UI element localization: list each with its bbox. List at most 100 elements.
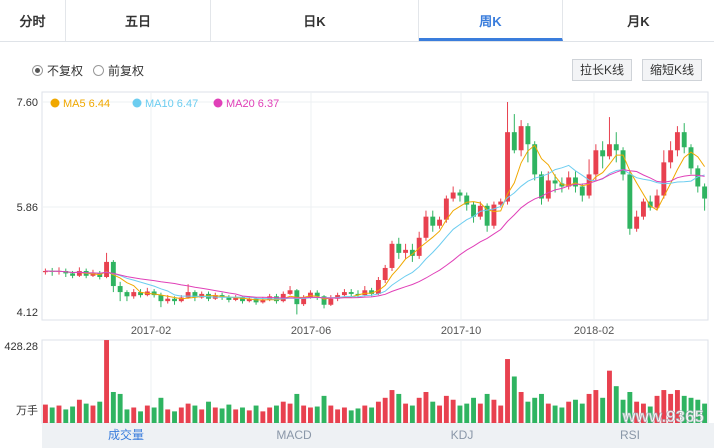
volume-bar [647, 406, 653, 423]
volume-bar [138, 411, 143, 423]
axis-labels: 7.60 5.86 4.12 2017-02 2017-06 2017-10 2018-02… [4, 97, 614, 417]
candle-body [369, 290, 375, 294]
volume-bar [90, 405, 96, 423]
volume-bar [430, 401, 436, 423]
volume-bar [219, 408, 225, 423]
volume-bar [695, 399, 701, 423]
candle-body [450, 192, 456, 199]
candle-body [613, 144, 619, 151]
candle-body [511, 132, 517, 151]
volume-bar [586, 393, 592, 423]
volume-bar [280, 401, 286, 423]
candle-body [124, 292, 130, 297]
volume-bar [178, 407, 184, 423]
tab-volume[interactable]: 成交量 [107, 428, 144, 442]
candle-body [76, 270, 82, 276]
candle-body [545, 180, 551, 199]
legend-label: MA20 6.37 [226, 98, 279, 110]
candle-body [287, 290, 293, 294]
volume-bar [335, 409, 341, 423]
volume-bar [477, 403, 483, 423]
tab-rsi[interactable]: RSI [619, 428, 640, 442]
legend-label: MA10 6.47 [145, 98, 198, 110]
tab-daily-k[interactable]: 日K [211, 0, 419, 41]
candle-body [688, 147, 694, 169]
radio-forward-adjust[interactable]: 前复权 [93, 62, 144, 79]
candle-body [627, 174, 633, 229]
candle-body [491, 204, 497, 226]
volume-bar [593, 390, 599, 423]
volume-bar [70, 406, 76, 423]
candle-body [362, 290, 368, 296]
price-panel-frame [41, 91, 709, 321]
volume-bar [559, 407, 565, 423]
volume-bar [389, 390, 395, 423]
volume-bar [124, 409, 130, 423]
volume-bar [423, 391, 429, 423]
candle-body [607, 144, 612, 157]
volume-bar [83, 403, 89, 423]
tab-kdj[interactable]: KDJ [450, 428, 474, 442]
volume-bar [627, 391, 633, 423]
volume-bar [97, 401, 103, 423]
candle-body [457, 192, 463, 196]
volume-bar [525, 401, 531, 423]
period-tabs: 分时 五日 日K 周K 月K [0, 0, 714, 42]
volume-bar [314, 406, 320, 423]
volume-bar [233, 409, 239, 423]
candle-body [525, 126, 531, 145]
candle-body [403, 249, 409, 253]
candle-body [341, 292, 347, 296]
date-tick-label: 2017-10 [441, 325, 481, 337]
ma5-line [45, 144, 706, 301]
stretch-k-button[interactable]: 拉长K线 [572, 59, 633, 81]
candle-body [226, 297, 232, 300]
volume-bar [484, 393, 490, 423]
candle-body [382, 267, 388, 281]
volume-bar [369, 407, 375, 423]
volume-bar [552, 405, 558, 423]
volume-bar [206, 401, 211, 423]
candle-body [579, 186, 585, 196]
candle-body [681, 132, 687, 148]
candle-body [158, 295, 164, 302]
volume-bar [654, 395, 660, 423]
candle-body [389, 243, 395, 268]
candle-body [172, 298, 177, 302]
candle-body [192, 292, 198, 298]
volume-bar [362, 405, 368, 423]
legend-dot-icon [132, 98, 142, 108]
tab-weekly-k[interactable]: 周K [419, 0, 563, 41]
volume-bar [375, 401, 381, 423]
candle-body [634, 216, 640, 229]
candle-body [593, 150, 599, 175]
candle-body [307, 292, 313, 298]
volume-bar [110, 391, 116, 423]
volume-bar [104, 340, 110, 423]
volume-bar [491, 399, 497, 423]
candle-body [246, 298, 252, 302]
volume-bar [321, 395, 327, 423]
indicator-tabs: 成交量 MACD KDJ RSI [42, 423, 714, 448]
candle-body [314, 292, 320, 297]
tab-intraday[interactable]: 分时 [0, 0, 66, 41]
volume-bar [437, 405, 443, 423]
tab-monthly-k[interactable]: 月K [563, 0, 714, 41]
volume-bar [192, 405, 198, 423]
radio-no-adjust[interactable]: 不复权 [32, 62, 83, 79]
candle-body [430, 216, 436, 226]
candle-body [97, 273, 103, 277]
shrink-k-button[interactable]: 缩短K线 [642, 59, 703, 81]
tab-macd[interactable]: MACD [276, 428, 312, 442]
candle-body [267, 296, 273, 300]
candle-body [178, 297, 184, 302]
volume-bar [607, 370, 612, 423]
volume-bar [253, 405, 259, 423]
candle-body [328, 298, 334, 305]
ma20-line [45, 169, 705, 299]
volume-bar [702, 403, 708, 423]
volume-bar [341, 407, 347, 423]
tab-five-day[interactable]: 五日 [66, 0, 211, 41]
candle-body [443, 198, 449, 220]
